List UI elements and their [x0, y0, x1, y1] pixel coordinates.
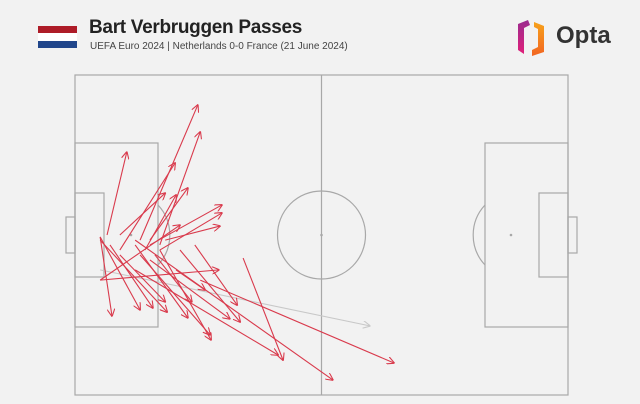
pass-arrow-successful: [179, 249, 240, 322]
pass-arrow-successful: [134, 244, 188, 318]
pass-arrow-successful: [242, 257, 283, 360]
centre-circle: [276, 190, 367, 280]
pass-arrow-successful: [200, 279, 394, 363]
pass-arrow-successful: [109, 244, 153, 308]
pass-arrow-successful: [159, 213, 222, 251]
pass-arrow-successful: [175, 269, 205, 290]
opta-logo-icon: [518, 20, 544, 56]
pass-arrow-successful: [99, 225, 180, 281]
centre-spot: [320, 233, 323, 237]
pass-arrow-successful: [119, 193, 165, 236]
pass-arrow-successful: [99, 239, 167, 312]
opta-logo-text: Opta: [556, 22, 611, 49]
pass-arrow-successful: [106, 152, 127, 236]
right-penalty-spot: [509, 233, 513, 237]
pass-arrow-successful: [154, 254, 192, 302]
pass-arrow-successful: [149, 188, 188, 241]
pass-arrow-successful: [139, 254, 210, 335]
left-six-yard-box: [74, 192, 105, 278]
chart-title: Bart Verbruggen Passes: [89, 17, 303, 38]
right-penalty-box: [484, 142, 569, 328]
flag-stripe-white: [38, 33, 77, 41]
pass-arrow-successful: [99, 236, 140, 310]
pass-arrow-successful: [159, 249, 211, 340]
netherlands-flag: [38, 26, 77, 48]
right-penalty-arc: [472, 204, 486, 266]
flag-stripe-red: [38, 26, 77, 34]
pass-arrow-successful: [100, 270, 219, 281]
pass-arrow-successful: [159, 132, 200, 246]
left-penalty-box: [74, 142, 159, 328]
pass-arrow-successful: [134, 269, 278, 355]
left-goal: [65, 216, 76, 254]
pass-arrows: [99, 105, 394, 380]
pass-arrow-successful: [165, 226, 220, 241]
pass-arrow-successful: [144, 195, 176, 251]
pass-arrow-successful: [134, 239, 333, 380]
flag-stripe-blue: [38, 40, 77, 48]
pass-arrow-successful: [194, 244, 237, 305]
right-six-yard-box: [538, 192, 569, 278]
pass-arrow-successful: [149, 259, 230, 319]
pass-arrow-successful: [149, 205, 222, 246]
pass-arrow-successful: [119, 163, 175, 251]
right-goal: [567, 216, 578, 254]
pass-arrow-successful: [119, 254, 165, 302]
pitch-markings: [65, 74, 578, 396]
chart-subtitle: UEFA Euro 2024 | Netherlands 0-0 France …: [90, 41, 348, 52]
